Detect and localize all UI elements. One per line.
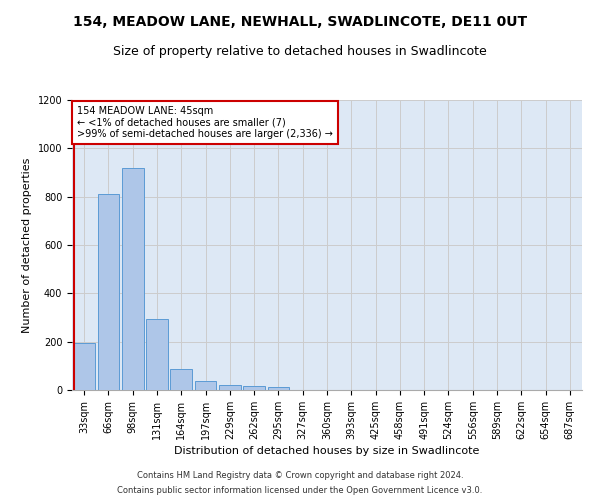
Text: 154 MEADOW LANE: 45sqm
← <1% of detached houses are smaller (7)
>99% of semi-det: 154 MEADOW LANE: 45sqm ← <1% of detached… (77, 106, 333, 139)
X-axis label: Distribution of detached houses by size in Swadlincote: Distribution of detached houses by size … (175, 446, 479, 456)
Text: 154, MEADOW LANE, NEWHALL, SWADLINCOTE, DE11 0UT: 154, MEADOW LANE, NEWHALL, SWADLINCOTE, … (73, 15, 527, 29)
Bar (97, 194, 119, 390)
Bar (73, 343, 95, 390)
Bar (219, 384, 241, 390)
Y-axis label: Number of detached properties: Number of detached properties (22, 158, 32, 332)
Bar (194, 381, 217, 390)
Text: Size of property relative to detached houses in Swadlincote: Size of property relative to detached ho… (113, 45, 487, 58)
Text: Contains HM Land Registry data © Crown copyright and database right 2024.: Contains HM Land Registry data © Crown c… (137, 471, 463, 480)
Bar (268, 386, 289, 390)
Bar (146, 318, 168, 390)
Bar (243, 386, 265, 390)
Bar (170, 368, 192, 390)
Bar (122, 168, 143, 390)
Text: Contains public sector information licensed under the Open Government Licence v3: Contains public sector information licen… (118, 486, 482, 495)
